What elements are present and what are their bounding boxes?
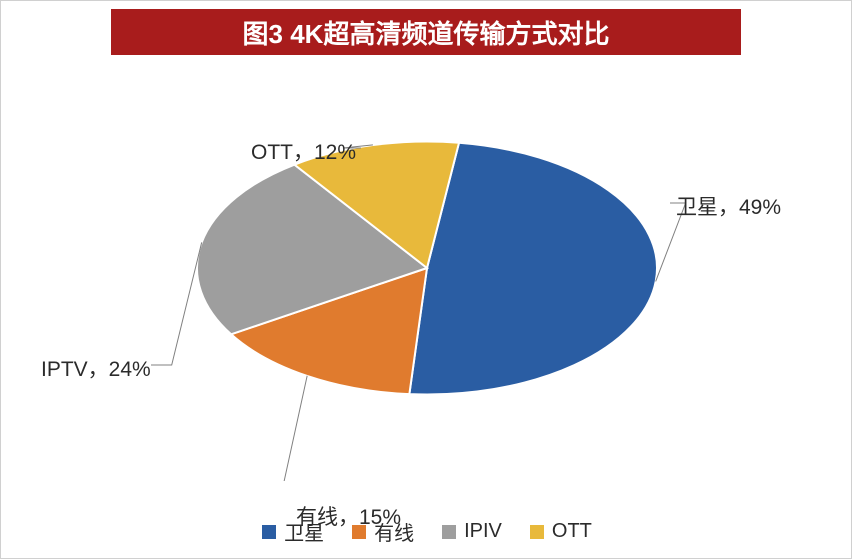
legend-item: OTT — [530, 520, 592, 543]
pie-wrap — [197, 141, 657, 394]
chart-title-text: 图3 4K超高清频道传输方式对比 — [243, 14, 610, 51]
legend-swatch — [352, 525, 366, 539]
pie-svg — [197, 141, 657, 394]
chart-title-bar: 图3 4K超高清频道传输方式对比 — [111, 9, 741, 55]
legend-swatch — [262, 525, 276, 539]
legend-item: 卫星 — [262, 517, 324, 546]
legend-label: IPIV — [464, 520, 502, 543]
pie-chart: 卫星，49%有线，15%IPTV，24%OTT，12% — [1, 71, 852, 481]
slice-label-iptv: IPTV，24% — [41, 353, 151, 383]
legend-item: 有线 — [352, 517, 414, 546]
legend-label: 卫星 — [284, 517, 324, 546]
slice-label-satellite: 卫星，49% — [676, 191, 781, 221]
legend-item: IPIV — [442, 520, 502, 543]
legend: 卫星 有线 IPIV OTT — [1, 517, 852, 546]
slice-label-ott: OTT，12% — [251, 136, 356, 166]
legend-swatch — [442, 525, 456, 539]
legend-label: 有线 — [374, 517, 414, 546]
legend-swatch — [530, 525, 544, 539]
chart-container: 图3 4K超高清频道传输方式对比 卫星，49%有线，15%IPTV，24%OTT… — [0, 0, 852, 559]
legend-label: OTT — [552, 520, 592, 543]
